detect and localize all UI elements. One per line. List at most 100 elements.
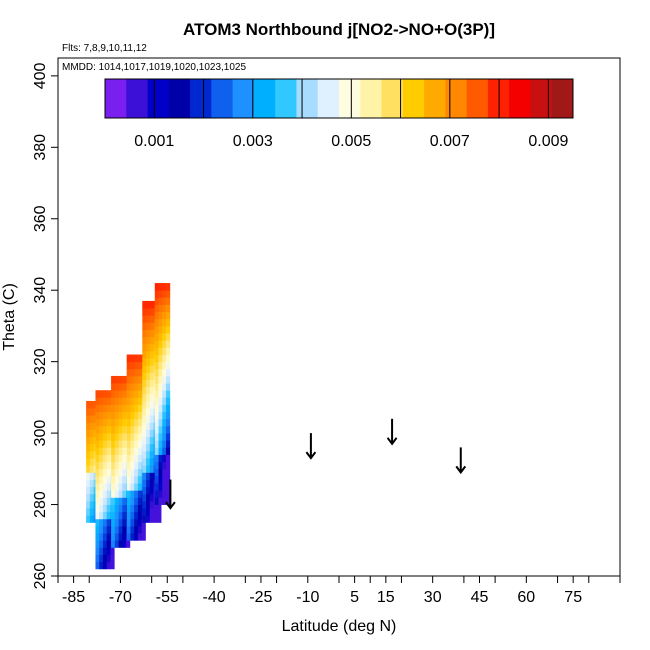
arrow-marker	[386, 418, 398, 446]
heatmap-cell	[137, 418, 143, 427]
heatmap-cell	[154, 447, 159, 455]
heatmap-cell	[114, 440, 119, 448]
heatmap-cell	[95, 547, 100, 555]
colorbar-swatch	[402, 79, 425, 118]
heatmap-cell	[166, 433, 171, 441]
heatmap-cell	[89, 422, 94, 430]
heatmap-cell	[142, 315, 147, 323]
heatmap-cell	[126, 411, 131, 420]
heatmap-cell	[106, 483, 111, 491]
heatmap-cell	[166, 375, 171, 384]
heatmap-cell	[86, 486, 91, 495]
heatmap-cell	[154, 318, 159, 327]
heatmap-cell	[99, 404, 104, 413]
heatmap-cell	[95, 518, 100, 527]
heatmap-cell	[162, 347, 167, 355]
heatmap-cell	[137, 525, 143, 534]
heatmap-cell	[142, 322, 147, 330]
heatmap-cell	[134, 454, 139, 463]
colorbar-frame	[104, 78, 574, 119]
heatmap-cell	[154, 311, 159, 320]
heatmap-cell	[95, 404, 100, 413]
heatmap-cell	[122, 440, 127, 448]
heatmap-cell	[130, 433, 135, 441]
colorbar-swatch	[190, 79, 212, 118]
heatmap-cell	[102, 540, 108, 548]
arrow-marker	[165, 479, 176, 510]
heatmap-cell	[126, 404, 131, 413]
heatmap-cell	[111, 525, 116, 534]
heatmap-cell	[95, 533, 100, 541]
heatmap-cell	[130, 518, 135, 527]
heatmap-cell	[158, 447, 163, 455]
heatmap-cell	[122, 504, 127, 513]
heatmap-cell	[106, 447, 111, 455]
heatmap-cell	[146, 308, 151, 316]
heatmap-cell	[114, 540, 119, 548]
heatmap-cell	[99, 433, 104, 441]
colorbar-swatch	[381, 79, 404, 118]
heatmap-cell	[106, 418, 111, 427]
heatmap-cell	[149, 343, 154, 352]
heatmap-cell	[99, 468, 104, 477]
profile-6	[154, 283, 171, 505]
heatmap-cell	[162, 497, 167, 505]
heatmap-cell	[106, 440, 111, 448]
heatmap-cell	[142, 422, 147, 430]
arrow-marker	[455, 447, 467, 475]
heatmap-cell	[118, 418, 123, 427]
arrow-marker	[305, 433, 317, 460]
heatmap-cell	[114, 433, 119, 441]
heatmap-cell	[102, 440, 108, 448]
heatmap-cell	[130, 490, 135, 498]
heatmap-cell	[154, 404, 159, 413]
heatmap-cell	[118, 461, 123, 470]
heatmap-cell	[154, 425, 159, 434]
heatmap-cell	[162, 490, 167, 498]
heatmap-cell	[99, 397, 104, 405]
heatmap-cell	[154, 340, 159, 348]
heatmap-cell	[102, 483, 108, 491]
heatmap-cell	[99, 425, 104, 434]
heatmap-cell	[114, 383, 119, 391]
heatmap-cell	[130, 504, 135, 513]
heatmap-cell	[122, 540, 127, 548]
heatmap-cell	[162, 418, 167, 427]
heatmap-cell	[154, 333, 159, 341]
heatmap-cell	[111, 540, 116, 548]
heatmap-cell	[154, 433, 159, 441]
heatmap-cell	[122, 418, 127, 427]
heatmap-cell	[162, 325, 167, 334]
heatmap-cell	[130, 383, 135, 391]
heatmap-cell	[86, 508, 91, 516]
heatmap-cell	[142, 308, 147, 316]
heatmap-cell	[111, 375, 116, 384]
heatmap-cell	[149, 315, 154, 323]
heatmap-cell	[149, 515, 154, 523]
heatmap-cell	[111, 475, 116, 484]
heatmap-cell	[86, 408, 91, 416]
heatmap-cell	[111, 454, 116, 463]
heatmap-cell	[130, 375, 135, 384]
heatmap-cell	[122, 518, 127, 527]
heatmap-cell	[142, 386, 147, 395]
heatmap-cell	[89, 493, 94, 502]
heatmap-cell	[149, 465, 154, 473]
heatmap-cell	[122, 533, 127, 541]
heatmap-cell	[166, 468, 171, 477]
heatmap-cell	[134, 368, 139, 377]
heatmap-cell	[95, 418, 100, 427]
heatmap-cell	[149, 393, 154, 402]
heatmap-cell	[111, 404, 116, 413]
heatmap-cell	[166, 447, 171, 455]
heatmap-cell	[134, 397, 139, 405]
heatmap-cell	[162, 411, 167, 420]
heatmap-cell	[146, 458, 151, 466]
heatmap-cell	[122, 447, 127, 455]
heatmap-cell	[158, 333, 163, 341]
heatmap-cell	[114, 375, 119, 384]
heatmap-cell	[95, 483, 100, 491]
heatmap-cell	[162, 440, 167, 448]
heatmap-cell	[89, 458, 94, 466]
y-tick-label: 300	[32, 420, 49, 447]
